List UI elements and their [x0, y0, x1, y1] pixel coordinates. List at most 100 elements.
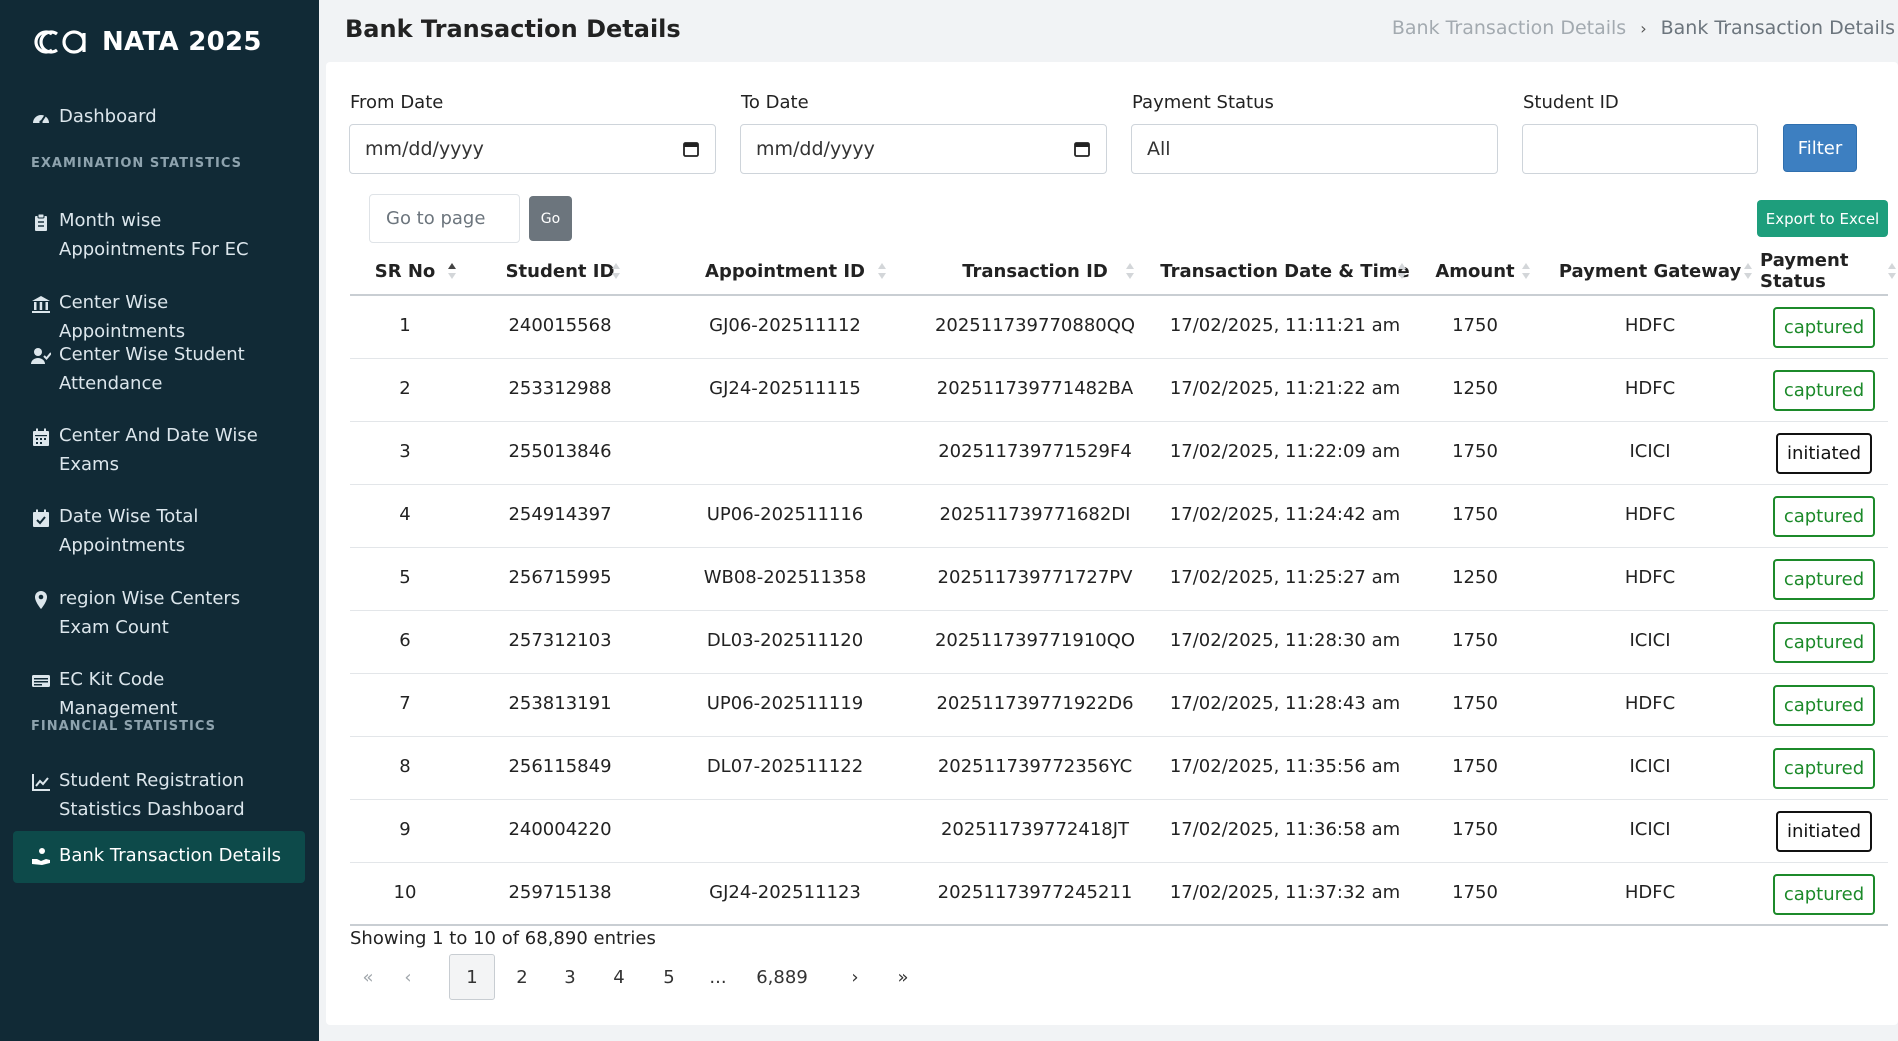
column-header-payment-gateway[interactable]: Payment Gateway: [1540, 248, 1760, 294]
column-header-appointment-id[interactable]: Appointment ID: [660, 248, 910, 294]
page-first[interactable]: «: [362, 966, 374, 988]
calendar-picker-icon[interactable]: [1073, 140, 1091, 158]
cell-sr-no: 2: [399, 377, 411, 399]
chart-line-icon: [32, 774, 50, 791]
column-header-transaction-id[interactable]: Transaction ID: [910, 248, 1160, 294]
cell-sr-no: 3: [399, 440, 411, 462]
page-last[interactable]: »: [897, 966, 909, 988]
sort-icon[interactable]: [878, 262, 886, 280]
from-date-label: From Date: [350, 92, 444, 113]
sort-icon[interactable]: [1888, 262, 1896, 280]
sort-icon[interactable]: [1522, 262, 1530, 280]
cell-amount: 1750: [1452, 755, 1498, 777]
sidebar: NATA 2025 Dashboard EXAMINATION STATISTI…: [0, 0, 319, 1041]
student-id-input[interactable]: [1522, 124, 1758, 174]
page-prev[interactable]: ‹: [404, 966, 412, 988]
cell-appointment-id: GJ24-202511123: [709, 881, 861, 903]
status-badge: initiated: [1775, 811, 1873, 852]
breadcrumb-current: Bank Transaction Details: [1660, 17, 1895, 39]
page-1[interactable]: 1: [449, 954, 495, 1000]
column-header-transaction-date-time[interactable]: Transaction Date & Time: [1160, 248, 1410, 294]
column-header-amount[interactable]: Amount: [1410, 248, 1540, 294]
to-date-input[interactable]: mm/dd/yyyy: [740, 124, 1107, 174]
sort-icon[interactable]: [1744, 262, 1752, 280]
table-row: 1 240015568 GJ06-202511112 202511739770880Q…: [350, 296, 1888, 359]
sidebar-item-center-date-wise-exams[interactable]: Center And Date Wise Exams: [13, 415, 305, 485]
column-header-label: Amount: [1435, 260, 1515, 282]
cell-sr-no: 1: [399, 314, 411, 336]
section-examination-statistics: EXAMINATION STATISTICS: [31, 156, 243, 171]
sidebar-item-date-wise-total-appointments[interactable]: Date Wise Total Appointments: [13, 496, 305, 566]
payment-status-select[interactable]: All: [1131, 124, 1498, 174]
page-4[interactable]: 4: [613, 966, 625, 988]
column-header-payment-status[interactable]: Payment Status: [1760, 248, 1896, 294]
cell-appointment-id: [660, 800, 910, 858]
breadcrumb-link[interactable]: Bank Transaction Details: [1391, 17, 1627, 39]
to-date-label: To Date: [741, 92, 809, 113]
page-5[interactable]: 5: [663, 966, 675, 988]
sort-icon[interactable]: [612, 262, 620, 280]
sidebar-item-student-registration-stats[interactable]: Student Registration Statistics Dashboar…: [13, 760, 305, 830]
cell-payment-status: initiated: [1760, 422, 1888, 485]
column-header-sr-no[interactable]: SR No: [350, 248, 460, 294]
goto-page-placeholder: Go to page: [386, 208, 486, 229]
column-header-label: Appointment ID: [705, 260, 865, 282]
sidebar-item-month-wise-appointments[interactable]: Month wise Appointments For EC: [13, 200, 305, 270]
payment-status-label: Payment Status: [1132, 92, 1274, 113]
table-header: SR No Student ID Appointment ID Transact…: [350, 248, 1896, 296]
gauge-icon: [33, 115, 49, 124]
content-card: [326, 62, 1898, 1025]
page-2[interactable]: 2: [516, 966, 528, 988]
cell-transaction-id: 202511739771922D6: [936, 692, 1134, 714]
table-row: 9 240004220 202511739772418JT 17/02/2025, 1…: [350, 800, 1888, 863]
user-check-icon: [31, 348, 51, 364]
filter-button[interactable]: Filter: [1783, 124, 1857, 172]
cell-transaction-date-time: 17/02/2025, 11:25:27 am: [1169, 566, 1401, 588]
calendar-icon: [33, 428, 49, 446]
page-ellipsis: ...: [709, 966, 727, 988]
cell-appointment-id: WB08-202511358: [703, 566, 867, 588]
brand[interactable]: NATA 2025: [30, 24, 262, 60]
cell-payment-gateway: ICICI: [1629, 755, 1671, 777]
cell-payment-status: captured: [1760, 485, 1888, 548]
cell-transaction-id: 202511739772418JT: [940, 818, 1130, 840]
cell-sr-no: 6: [399, 629, 411, 651]
page-3[interactable]: 3: [564, 966, 576, 988]
calendar-picker-icon[interactable]: [682, 140, 700, 158]
sidebar-item-region-wise-centers[interactable]: region Wise Centers Exam Count: [13, 578, 305, 648]
cell-payment-gateway: HDFC: [1624, 377, 1676, 399]
page-next[interactable]: ›: [851, 966, 859, 988]
export-excel-button[interactable]: Export to Excel: [1757, 200, 1888, 237]
sort-asc-icon[interactable]: [448, 262, 456, 280]
sidebar-item-label: EC Kit Code Management: [59, 669, 178, 719]
sidebar-item-dashboard[interactable]: Dashboard: [13, 96, 305, 137]
goto-page-input[interactable]: Go to page: [369, 194, 520, 243]
status-badge: captured: [1772, 685, 1876, 726]
from-date-input[interactable]: mm/dd/yyyy: [349, 124, 716, 174]
sidebar-item-bank-transaction-details[interactable]: Bank Transaction Details: [13, 831, 305, 883]
sidebar-item-ec-kit-code[interactable]: EC Kit Code Management: [13, 659, 305, 729]
brand-name: NATA 2025: [102, 27, 262, 57]
status-badge: captured: [1772, 622, 1876, 663]
cell-transaction-date-time: 17/02/2025, 11:21:22 am: [1169, 377, 1401, 399]
sort-icon[interactable]: [1126, 262, 1134, 280]
column-header-student-id[interactable]: Student ID: [460, 248, 660, 294]
cell-payment-status: captured: [1760, 737, 1888, 800]
cell-sr-no: 5: [399, 566, 411, 588]
cell-transaction-date-time: 17/02/2025, 11:24:42 am: [1169, 503, 1401, 525]
cell-transaction-id: 202511739771910QO: [934, 629, 1136, 651]
cell-student-id: 259715138: [508, 881, 612, 903]
cell-transaction-id: 20251173977245211: [937, 881, 1133, 903]
sidebar-item-center-wise-attendance[interactable]: Center Wise Student Attendance: [13, 334, 305, 404]
table-row: 8 256115849 DL07-202511122 202511739772356Y…: [350, 737, 1888, 800]
sidebar-item-center-wise-appointments[interactable]: Center Wise Appointments: [13, 282, 305, 352]
cell-student-id: 253312988: [508, 377, 612, 399]
table-row: 4 254914397 UP06-202511116 202511739771682D…: [350, 485, 1888, 548]
go-button[interactable]: Go: [529, 196, 572, 241]
sort-icon[interactable]: [1398, 262, 1406, 280]
status-badge: captured: [1772, 874, 1876, 915]
page-last-number[interactable]: 6,889: [756, 966, 808, 988]
cell-payment-gateway: ICICI: [1629, 440, 1671, 462]
status-badge: captured: [1772, 559, 1876, 600]
cell-student-id: 240015568: [508, 314, 612, 336]
